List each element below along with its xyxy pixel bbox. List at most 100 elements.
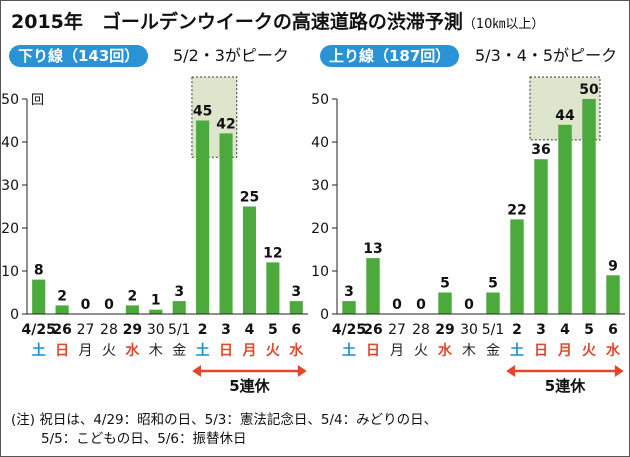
outbound-x-tick-label: 29 [123, 322, 142, 338]
outbound-bar-value-label: 0 [81, 297, 91, 313]
outbound-bar-value-label: 2 [57, 288, 67, 304]
outbound-x-tick-label: 5 [268, 322, 278, 338]
inbound-weekday-label: 月 [557, 343, 572, 359]
outbound-bar-value-label: 42 [216, 116, 235, 132]
page-title: 2015年 ゴールデンウイークの高速道路の渋滞予測（10㎞以上） [11, 7, 544, 34]
inbound-x-tick-label: 27 [388, 322, 406, 338]
inbound-x-tick-label: 6 [608, 322, 618, 338]
inbound-x-tick-label: 5/1 [482, 322, 505, 338]
outbound-y-tick-label: 10 [1, 264, 19, 280]
outbound-bar-value-label: 12 [263, 245, 282, 261]
outbound-weekday-label: 火 [266, 343, 281, 359]
outbound-bar [196, 120, 210, 314]
inbound-weekday-label: 日 [534, 343, 548, 359]
outbound-weekday-label: 日 [55, 343, 69, 359]
inbound-weekday-label: 土 [342, 342, 356, 359]
outbound-bar-value-label: 0 [104, 297, 114, 313]
inbound-bar [558, 124, 572, 314]
outbound-y-tick-label: 50 [1, 92, 19, 108]
title-main: 2015年 ゴールデンウイークの高速道路の渋滞予測 [11, 11, 463, 33]
outbound-x-tick-label: 4 [245, 322, 255, 338]
outbound-bar-value-label: 1 [151, 293, 161, 309]
right-peak-label: 5/3・4・5がピーク [475, 46, 618, 65]
inbound-weekday-label: 水 [606, 342, 621, 359]
inbound-x-tick-label: 29 [435, 322, 454, 338]
inbound-x-tick-label: 4 [560, 322, 570, 338]
outbound-weekday-label: 月 [79, 343, 93, 359]
outbound-bar [242, 206, 257, 314]
inbound-holiday-label: 5連休 [545, 377, 586, 395]
title-subtitle: （10㎞以上） [462, 17, 545, 32]
outbound-x-tick-label: 30 [147, 322, 165, 338]
inbound-y-tick-label: 40 [311, 135, 329, 151]
outbound-weekday-label: 日 [219, 343, 233, 359]
outbound-weekday-label: 木 [149, 343, 163, 359]
footnote: (注) 祝日は、4/29：昭和の日、5/3：憲法記念日、5/4：みどりの日、 5… [11, 411, 437, 449]
inbound-bar-value-label: 0 [416, 297, 426, 313]
inbound-bar [606, 275, 620, 314]
inbound-y-tick-label: 20 [311, 221, 329, 237]
inbound-bar-value-label: 5 [440, 276, 450, 292]
outbound-bar-value-label: 2 [128, 288, 138, 304]
inbound-bar-value-label: 9 [608, 258, 618, 274]
inbound-holiday-arrow-head-right [614, 365, 624, 377]
inbound-x-tick-label: 26 [363, 322, 382, 338]
outbound-bar [125, 305, 139, 314]
inbound-bar-value-label: 5 [488, 276, 498, 292]
inbound-weekday-label: 水 [438, 342, 453, 359]
outbound-weekday-label: 水 [125, 342, 140, 359]
outbound-bar [149, 309, 163, 314]
inbound-weekday-label: 火 [582, 343, 597, 359]
inbound-y-tick-label: 50 [311, 92, 329, 108]
outbound-x-tick-label: 3 [221, 322, 231, 338]
outbound-holiday-label: 5連休 [229, 377, 270, 395]
inbound-bar [534, 159, 548, 314]
outbound-x-tick-label: 6 [291, 322, 301, 338]
inbound-bar-value-label: 36 [531, 142, 550, 158]
outbound-weekday-label: 土 [32, 342, 46, 359]
outbound-y-tick-label: 40 [1, 135, 19, 151]
outbound-x-tick-label: 4/25 [22, 322, 56, 338]
inbound-bar [510, 219, 524, 314]
inbound-weekday-label: 日 [366, 343, 380, 359]
outbound-weekday-label: 土 [196, 342, 210, 359]
inbound-x-tick-label: 28 [412, 322, 430, 338]
inbound-bar [438, 292, 452, 314]
inbound-bar [582, 99, 596, 314]
outbound-y-tick-label: 20 [1, 221, 19, 237]
outbound-weekday-label: 水 [289, 342, 304, 359]
inbound-x-tick-label: 4/25 [332, 322, 366, 338]
inbound-weekday-label: 月 [390, 343, 404, 359]
inbound-bar-value-label: 0 [464, 297, 474, 313]
outbound-x-tick-label: 5/1 [168, 322, 191, 338]
outbound-y-tick-label: 0 [10, 307, 19, 323]
outbound-bar-value-label: 3 [291, 284, 301, 300]
inbound-weekday-label: 火 [414, 343, 428, 359]
outbound-bar [55, 305, 69, 314]
inbound-bar-value-label: 22 [507, 202, 526, 218]
inbound-x-tick-label: 5 [584, 322, 594, 338]
outbound-bar [172, 301, 186, 314]
inbound-weekday-label: 金 [486, 343, 500, 359]
inbound-y-tick-label: 0 [320, 307, 329, 323]
inbound-weekday-label: 木 [462, 343, 476, 359]
footnote-line-2: 5/5：こどもの日、5/6：振替休日 [41, 431, 247, 447]
outbound-bar-value-label: 8 [34, 263, 44, 279]
inbound-bar-value-label: 13 [363, 241, 382, 257]
inbound-bar-value-label: 50 [579, 82, 599, 98]
outbound-x-tick-label: 26 [52, 322, 71, 338]
right-panel-badge: 上り線（187回） [320, 45, 460, 67]
inbound-y-tick-label: 10 [311, 264, 329, 280]
inbound-bar-value-label: 3 [344, 284, 354, 300]
inbound-bar-value-label: 44 [555, 108, 575, 124]
outbound-holiday-arrow-head-right [297, 365, 307, 377]
inbound-x-tick-label: 2 [512, 322, 522, 338]
outbound-x-tick-label: 2 [198, 322, 208, 338]
inbound-bar [342, 301, 356, 314]
inbound-weekday-label: 土 [510, 342, 524, 359]
outbound-bar-value-label: 3 [174, 284, 184, 300]
inbound-x-tick-label: 30 [460, 322, 478, 338]
